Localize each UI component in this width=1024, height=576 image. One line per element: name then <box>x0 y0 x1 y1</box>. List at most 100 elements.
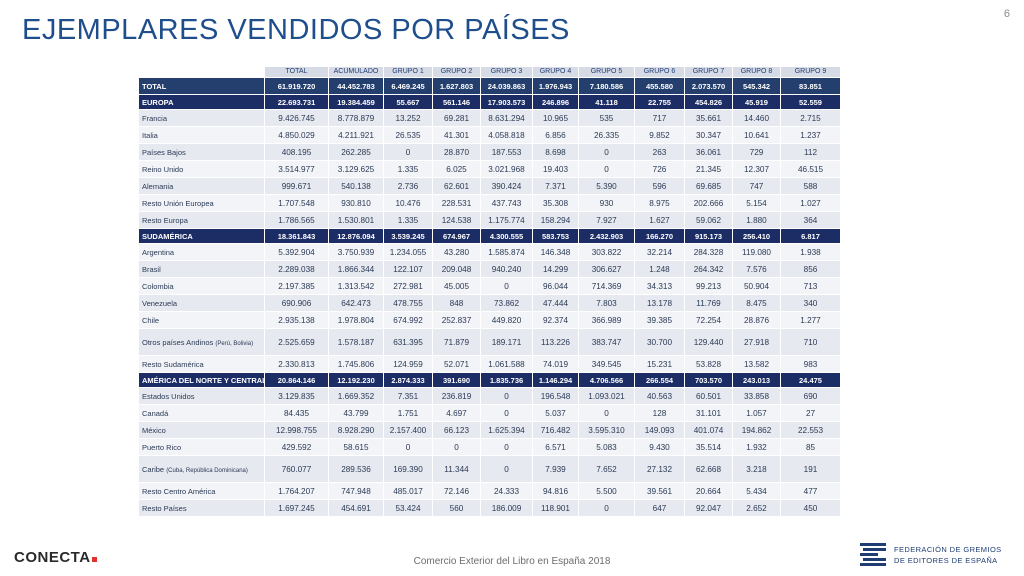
table-cell: 455.580 <box>634 77 685 95</box>
table-cell: 19.384.459 <box>328 94 384 110</box>
conecta-logo: CONECTA <box>14 549 97 566</box>
table-cell: 20.664 <box>684 482 733 500</box>
row-label-text: Resto Sudamérica <box>142 359 204 369</box>
table-cell: 96.044 <box>532 277 579 295</box>
table-cell: 9.426.745 <box>264 109 329 127</box>
table-cell: 5.154 <box>732 194 781 212</box>
row-label: Canadá <box>138 404 265 422</box>
table-cell: 8.698 <box>532 143 579 161</box>
table-cell: 69.281 <box>432 109 481 127</box>
table-cell: 209.048 <box>432 260 481 278</box>
table-cell: 1.146.294 <box>532 372 579 388</box>
table-cell: 1.697.245 <box>264 499 329 517</box>
table-cell: 0 <box>480 387 533 405</box>
table-cell: 1.835.736 <box>480 372 533 388</box>
row-label: Puerto Rico <box>138 438 265 456</box>
table-cell: 24.039.863 <box>480 77 533 95</box>
table-cell: 1.751 <box>383 404 433 422</box>
table-cell: 31.101 <box>684 404 733 422</box>
table-cell: 28.870 <box>432 143 481 161</box>
table-cell: 690 <box>780 387 841 405</box>
table-cell: 1.248 <box>634 260 685 278</box>
table-cell: 263 <box>634 143 685 161</box>
table-cell: 194.862 <box>732 421 781 439</box>
row-label: Resto Sudamérica <box>138 355 265 373</box>
table-cell: 52.559 <box>780 94 841 110</box>
table-cell: 85 <box>780 438 841 456</box>
sales-by-country-table: TOTAL ACUMULADO GRUPO 1 GRUPO 2 GRUPO 3 GRUPO… <box>138 66 841 517</box>
row-label: Resto Países <box>138 499 265 517</box>
table-cell: 6.571 <box>532 438 579 456</box>
table-cell: 26.335 <box>578 126 635 144</box>
table-cell: 6.025 <box>432 160 481 178</box>
table-cell: 11.344 <box>432 455 481 483</box>
table-cell: 690.906 <box>264 294 329 312</box>
row-label: Caribe (Cuba, República Dominicana) <box>138 455 265 483</box>
row-label-note: (Cuba, República Dominicana) <box>166 467 248 474</box>
table-cell: 710 <box>780 328 841 356</box>
row-label-text: Resto Europa <box>142 215 188 225</box>
table-cell: 450 <box>780 499 841 517</box>
table-cell: 8.475 <box>732 294 781 312</box>
table-cell: 35.514 <box>684 438 733 456</box>
row-label-text: Resto Unión Europea <box>142 198 214 208</box>
table-cell: 7.180.586 <box>578 77 635 95</box>
table-cell: 560 <box>432 499 481 517</box>
table-cell: 94.816 <box>532 482 579 500</box>
table-cell: 1.335 <box>383 160 433 178</box>
table-cell: 848 <box>432 294 481 312</box>
table-cell: 99.213 <box>684 277 733 295</box>
row-label-text: Puerto Rico <box>142 442 182 452</box>
table-row: México 12.998.755 8.928.290 2.157.400 66.123… <box>138 421 841 439</box>
table-cell: 1.625.394 <box>480 421 533 439</box>
table-cell: 4.211.921 <box>328 126 384 144</box>
table-cell: 983 <box>780 355 841 373</box>
table-cell: 246.896 <box>532 94 579 110</box>
table-cell: 12.192.230 <box>328 372 384 388</box>
table-cell: 18.361.843 <box>264 228 329 244</box>
table-cell: 6.817 <box>780 228 841 244</box>
row-label-text: Colombia <box>142 281 174 291</box>
table-cell: 39.385 <box>634 311 685 329</box>
row-label-text: Otros países Andinos <box>142 337 214 347</box>
table-cell: 196.548 <box>532 387 579 405</box>
table-cell: 1.786.565 <box>264 211 329 229</box>
row-label-text: Países Bajos <box>142 147 186 157</box>
table-cell: 726 <box>634 160 685 178</box>
column-header: TOTAL <box>264 66 329 78</box>
table-cell: 429.592 <box>264 438 329 456</box>
table-body: TOTAL 61.919.720 44.452.783 6.469.245 1.627.… <box>138 77 841 517</box>
table-cell: 113.226 <box>532 328 579 356</box>
table-cell: 2.157.400 <box>383 421 433 439</box>
fge-emblem-icon <box>860 543 886 566</box>
row-label: AMÉRICA DEL NORTE Y CENTRAL <box>138 372 265 388</box>
table-cell: 478.755 <box>383 294 433 312</box>
table-cell: 4.300.555 <box>480 228 533 244</box>
table-cell: 40.563 <box>634 387 685 405</box>
table-cell: 340 <box>780 294 841 312</box>
table-cell: 266.554 <box>634 372 685 388</box>
table-cell: 2.874.333 <box>383 372 433 388</box>
row-label-text: Chile <box>142 315 160 325</box>
table-cell: 11.769 <box>684 294 733 312</box>
table-cell: 408.195 <box>264 143 329 161</box>
table-cell: 6.469.245 <box>383 77 433 95</box>
table-cell: 1.627 <box>634 211 685 229</box>
table-cell: 47.444 <box>532 294 579 312</box>
row-label: SUDAMÉRICA <box>138 228 265 244</box>
table-cell: 8.928.290 <box>328 421 384 439</box>
table-header: TOTAL ACUMULADO GRUPO 1 GRUPO 2 GRUPO 3 GRUPO… <box>138 66 841 78</box>
table-cell: 3.021.968 <box>480 160 533 178</box>
table-cell: 52.071 <box>432 355 481 373</box>
table-cell: 5.037 <box>532 404 579 422</box>
table-cell: 119.080 <box>732 243 781 261</box>
table-cell: 62.601 <box>432 177 481 195</box>
table-cell: 1.530.801 <box>328 211 384 229</box>
table-cell: 124.538 <box>432 211 481 229</box>
table-cell: 7.927 <box>578 211 635 229</box>
table-cell: 10.965 <box>532 109 579 127</box>
region-row: AMÉRICA DEL NORTE Y CENTRAL 20.864.146 12.… <box>138 372 841 388</box>
table-cell: 34.313 <box>634 277 685 295</box>
row-label-text: SUDAMÉRICA <box>142 231 193 241</box>
column-header: GRUPO 1 <box>383 66 433 78</box>
